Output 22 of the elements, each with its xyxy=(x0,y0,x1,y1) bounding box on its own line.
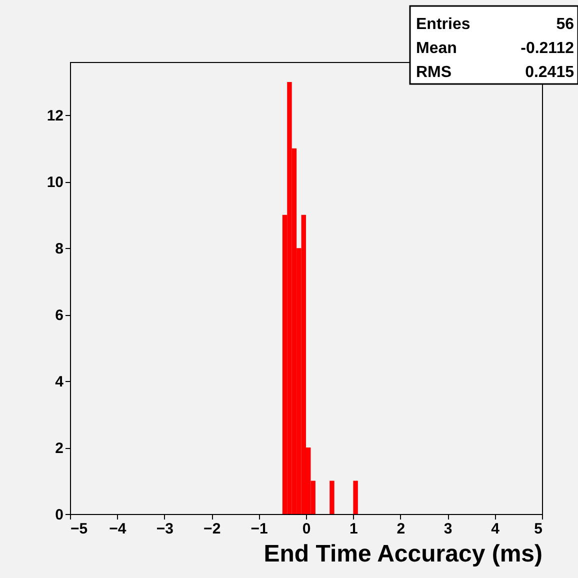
x-tick-label: 5 xyxy=(534,520,542,538)
x-axis-title: End Time Accuracy (ms) xyxy=(264,540,542,568)
y-tick-label: 4 xyxy=(55,374,64,391)
y-tick-label: 10 xyxy=(46,174,64,192)
text: Mean -0.2112 xyxy=(416,40,574,57)
text: Entries 56 xyxy=(416,16,574,33)
x-tick-label: −5 xyxy=(70,520,88,538)
x-tick-label: 2 xyxy=(396,520,406,538)
x-tick-label: 3 xyxy=(444,520,452,538)
x-tick-label: −1 xyxy=(250,520,268,538)
x-tick-label: −2 xyxy=(204,520,221,538)
y-tick-label: 12 xyxy=(46,108,64,125)
y-tick-label: 6 xyxy=(55,307,64,324)
x-tick-label: 4 xyxy=(491,520,500,538)
text: RMS 0.2415 xyxy=(416,64,574,81)
x-tick-label: −3 xyxy=(156,520,174,538)
x-tick-label: 1 xyxy=(350,520,358,538)
y-tick-label: 8 xyxy=(55,240,64,258)
x-tick-label: −4 xyxy=(109,520,127,538)
y-tick-label: 2 xyxy=(55,440,64,458)
y-tick-label: 0 xyxy=(55,506,64,524)
x-tick-label: 0 xyxy=(302,520,311,538)
